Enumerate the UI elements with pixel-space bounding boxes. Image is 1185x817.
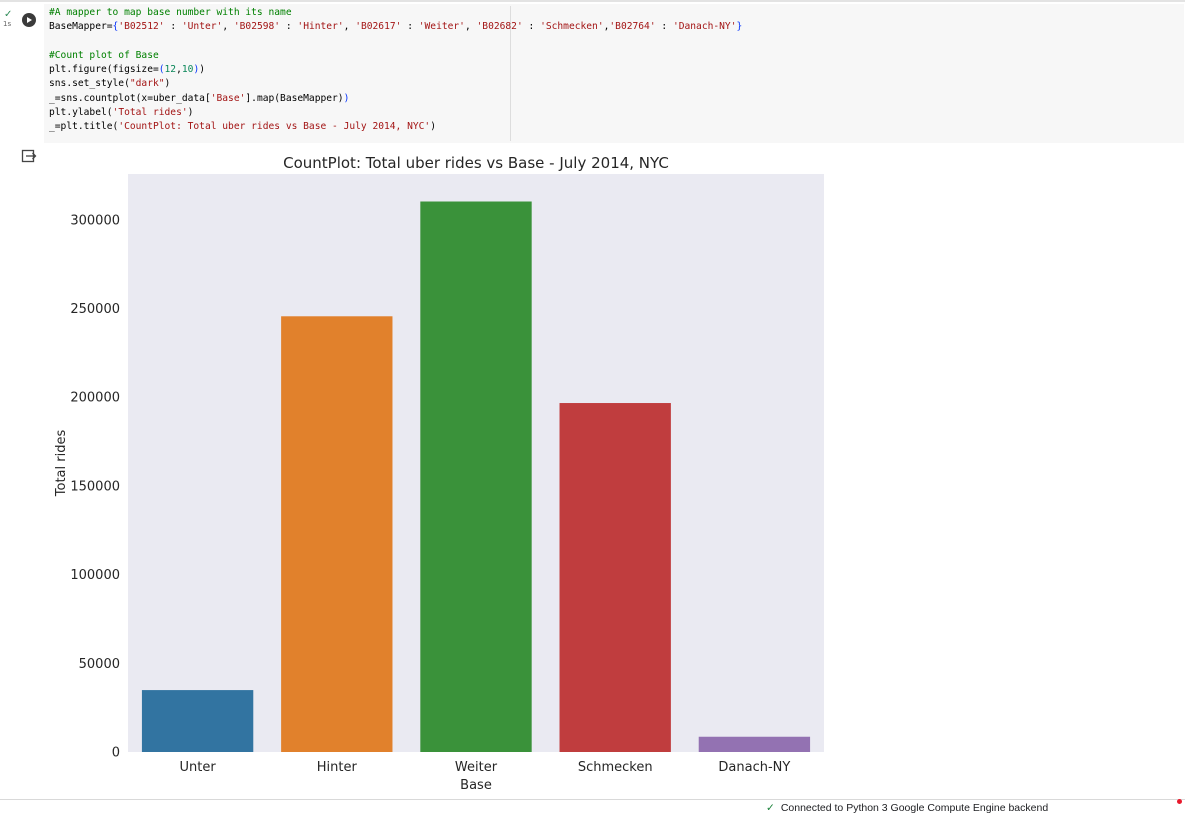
code-token: ): [199, 64, 205, 76]
check-icon: ✓: [4, 9, 13, 20]
y-tick-label: 50000: [79, 657, 120, 672]
code-line: plt.ylabel('Total rides'): [49, 106, 742, 120]
status-bar[interactable]: ✓ Connected to Python 3 Google Compute En…: [766, 802, 1048, 814]
bar-unter: [141, 690, 254, 752]
cell-gutter: ✓ 1s: [0, 4, 44, 144]
code-token: ): [343, 92, 350, 104]
y-tick-label: 200000: [70, 391, 120, 406]
output-menu-icon[interactable]: [21, 148, 37, 164]
code-token: ): [430, 121, 436, 133]
x-tick-labels: Unter Hinter Weiter Schmecken Danach-NY: [179, 760, 790, 775]
code-token: BaseMapper=: [49, 21, 113, 33]
code-token: 10: [181, 64, 194, 76]
code-token: ): [187, 107, 194, 119]
code-lines: #A mapper to map base number with its na…: [49, 6, 742, 135]
code-token: :: [655, 21, 673, 33]
code-line: sns.set_style("dark"): [49, 77, 742, 91]
code-line: BaseMapper={'B02512' : 'Unter', 'B02598'…: [49, 20, 742, 34]
code-token: {: [112, 21, 119, 33]
x-tick-label: Schmecken: [578, 760, 653, 775]
code-token: plt.ylabel(: [49, 107, 113, 119]
bar-hinter: [281, 316, 393, 752]
execution-time: 1s: [3, 20, 12, 28]
y-tick-labels: 0 50000 100000 150000 200000 250000 300000: [70, 213, 120, 760]
code-token: :: [164, 21, 182, 33]
bar-weiter: [420, 201, 532, 752]
code-token: :: [401, 21, 419, 33]
code-token: 12: [164, 64, 177, 76]
code-token: 'CountPlot: Total uber rides vs Base - J…: [118, 121, 431, 133]
code-token: ].map(BaseMapper): [245, 92, 344, 104]
code-token: 'Hinter': [297, 21, 344, 33]
code-token: 'B02682': [476, 21, 523, 33]
code-token: "dark": [129, 78, 165, 90]
code-token: sns.set_style(: [49, 78, 130, 90]
code-token: ,: [603, 21, 610, 33]
code-token: 'Danach-NY': [672, 21, 737, 33]
code-token: ,: [464, 21, 477, 33]
y-axis-label: Total rides: [54, 430, 69, 498]
top-divider: [0, 0, 1185, 2]
code-token: _=sns.countplot(x=uber_data[: [49, 92, 211, 104]
code-token: _=plt.title(: [49, 121, 119, 133]
code-line: plt.figure(figsize=(12,10)): [49, 63, 742, 77]
code-token: 'B02617': [355, 21, 402, 33]
code-token: 'Total rides': [112, 107, 188, 119]
y-tick-label: 300000: [70, 213, 120, 228]
connected-check-icon: ✓: [766, 802, 775, 814]
code-line: #Count plot of Base: [49, 49, 742, 63]
bar-danach-ny: [698, 736, 811, 752]
code-line: [49, 35, 742, 49]
x-tick-label: Weiter: [455, 760, 498, 775]
y-tick-label: 250000: [70, 302, 120, 317]
status-indicator-dot: [1177, 799, 1182, 804]
code-token: #A mapper to map base number with its na…: [49, 7, 292, 18]
code-token: ,: [176, 64, 182, 76]
y-tick-label: 100000: [70, 568, 120, 583]
run-cell-button[interactable]: [22, 13, 36, 27]
code-token: plt.figure(figsize=: [49, 64, 159, 76]
code-line: #A mapper to map base number with its na…: [49, 6, 742, 20]
code-line: _=plt.title('CountPlot: Total uber rides…: [49, 120, 742, 134]
code-token: 'Schmecken': [540, 21, 604, 33]
code-token: 'Base': [210, 92, 246, 104]
code-token: 'B02764': [609, 21, 656, 33]
code-token: 'Unter': [181, 21, 223, 33]
code-token: (: [158, 64, 165, 76]
y-tick-label: 0: [112, 746, 120, 761]
x-tick-label: Danach-NY: [718, 760, 790, 775]
code-token: 'Weiter': [418, 21, 465, 33]
countplot-chart: CountPlot: Total uber rides vs Base - Ju…: [54, 154, 824, 793]
code-token: ): [193, 64, 200, 76]
code-token: ): [164, 78, 171, 90]
status-text: Connected to Python 3 Google Compute Eng…: [780, 802, 1049, 814]
code-line: _=sns.countplot(x=uber_data['Base'].map(…: [49, 92, 742, 106]
code-token: :: [522, 21, 541, 33]
x-tick-label: Hinter: [317, 760, 358, 775]
x-tick-label: Unter: [179, 760, 216, 775]
code-token: :: [280, 21, 298, 33]
code-token: }: [736, 21, 743, 33]
line-length-ruler: [510, 6, 511, 141]
bars-group: [141, 201, 811, 752]
code-token: 'B02598': [233, 21, 281, 33]
y-tick-label: 150000: [70, 479, 120, 494]
code-token: ,: [222, 21, 234, 33]
code-cell-editor[interactable]: #A mapper to map base number with its na…: [44, 4, 1184, 143]
status-bar-divider: [0, 799, 1185, 800]
code-token: #Count plot of Base: [49, 49, 159, 61]
x-axis-label: Base: [460, 778, 492, 793]
code-token: 'B02512': [118, 21, 165, 33]
bar-schmecken: [559, 403, 671, 752]
chart-title: CountPlot: Total uber rides vs Base - Ju…: [283, 154, 669, 172]
code-token: ,: [343, 21, 356, 33]
